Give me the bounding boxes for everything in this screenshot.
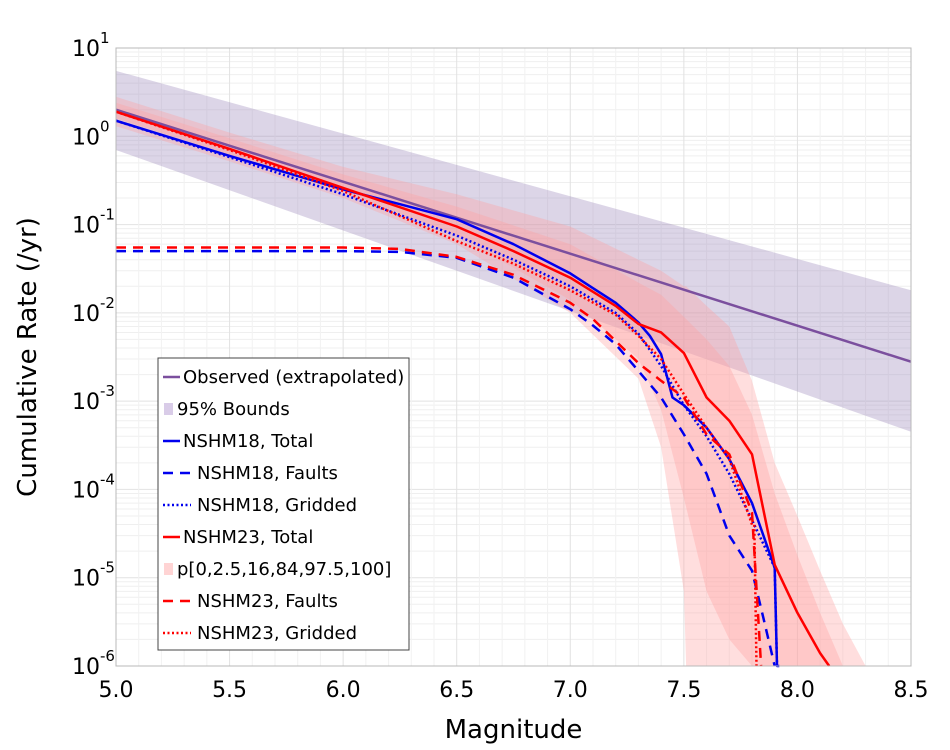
band-2 (116, 102, 843, 666)
legend-box (157, 357, 410, 651)
y-tick-label: 10-1 (72, 206, 115, 239)
x-tick-label: 5.0 (99, 678, 134, 703)
plot-frame (115, 47, 912, 667)
x-tick-label: 7.0 (553, 678, 588, 703)
legend-swatch (164, 403, 173, 415)
x-tick-label: 8.5 (894, 678, 929, 703)
legend-label: Observed (extrapolated) (183, 367, 404, 388)
series-lines (115, 108, 912, 668)
y-tick-label: 10-4 (72, 470, 115, 503)
series-line-nshm18-gridded (115, 119, 779, 667)
legend-label: NSHM18, Gridded (197, 495, 357, 516)
x-tick-label: 7.5 (666, 678, 701, 703)
y-axis-title: Cumulative Rate (/yr) (13, 217, 43, 497)
legend-label: 95% Bounds (177, 399, 290, 420)
legend-label: NSHM23, Faults (197, 591, 338, 612)
series-line-observed-extrapolated (115, 108, 912, 363)
x-tick-label: 5.5 (212, 678, 247, 703)
y-tick-label: 10-5 (72, 559, 115, 592)
legend-label: NSHM23, Total (183, 527, 313, 548)
tick-labels: 5.0 5.5 6.0 6.5 7.0 7.5 8.0 8.5 101 100 10-1 10-2 10… (72, 29, 929, 703)
x-tick-label: 6.0 (326, 678, 361, 703)
y-tick-label: 10-2 (72, 294, 115, 327)
legend-label: NSHM18, Total (183, 431, 313, 452)
legend: Observed (extrapolated) 95% Bounds NSHM18,… (157, 357, 410, 651)
x-tick-label: 8.0 (780, 678, 815, 703)
y-tick-label: 100 (72, 117, 110, 150)
y-tick-label: 101 (72, 29, 110, 62)
series-line-nshm23-total (115, 110, 831, 667)
legend-swatch (164, 563, 173, 575)
series-line-nshm23-gridded (115, 110, 758, 667)
x-axis-title: Magnitude (445, 715, 583, 745)
legend-label: NSHM23, Gridded (197, 623, 357, 644)
band-1 (116, 96, 866, 667)
x-tick-label: 6.5 (439, 678, 474, 703)
legend-label: NSHM18, Faults (197, 463, 338, 484)
y-tick-label: 10-6 (72, 647, 115, 680)
series-line-nshm18-faults (116, 249, 776, 667)
y-tick-label: 10-3 (72, 382, 115, 415)
legend-label: p[0,2.5,16,84,97.5,100] (177, 559, 391, 580)
series-line-nshm18-total (115, 119, 780, 668)
